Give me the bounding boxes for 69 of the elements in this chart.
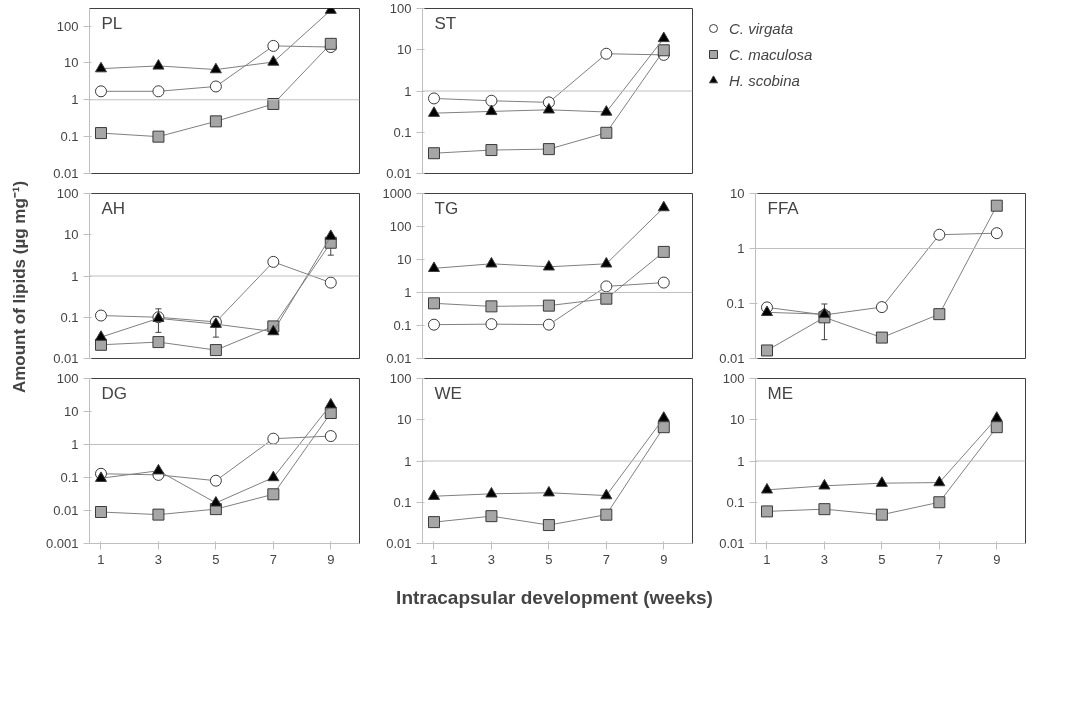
y-tick-label: 1000: [382, 186, 412, 201]
y-tick-label: 0.1: [393, 318, 412, 333]
y-tick-label: 0.1: [60, 129, 79, 145]
y-tick-label: 0.01: [53, 351, 79, 366]
y-tick-label: 10: [397, 412, 412, 428]
y-tick-label: 0.1: [726, 494, 745, 510]
x-tick-label: 3: [487, 551, 496, 567]
y-tick-label: 0.1: [393, 124, 412, 140]
chart-title: ST: [434, 13, 457, 33]
y-tick-label: 100: [722, 371, 745, 386]
x-tick-label: 5: [212, 551, 220, 567]
y-tick-label: 0.01: [386, 166, 412, 181]
y-tick-label: 0.1: [60, 309, 79, 325]
y-tick-label: 100: [56, 371, 79, 386]
x-tick-label: 9: [993, 551, 1001, 567]
y-tick-label: 100: [389, 1, 412, 16]
y-tick-label: 1: [737, 241, 745, 256]
x-tick-label: 7: [935, 551, 943, 567]
chart-title: DG: [101, 383, 127, 403]
y-tick-label: 1: [71, 437, 79, 452]
y-tick-label: 0.01: [719, 536, 745, 551]
x-tick-label: 9: [660, 551, 668, 567]
chart-title: TG: [434, 198, 459, 218]
y-tick-label: 1: [737, 453, 745, 469]
y-tick-label: 1: [71, 268, 79, 284]
x-tick-label: 5: [878, 551, 886, 567]
chart-title: AH: [101, 198, 126, 218]
y-tick-label: 10: [64, 227, 79, 243]
y-tick-label: 0.1: [60, 470, 79, 485]
x-tick-label: 7: [269, 551, 277, 567]
x-tick-label: 1: [430, 551, 438, 567]
x-tick-label: 5: [545, 551, 553, 567]
x-axis-title: Intracapsular development (weeks): [396, 587, 713, 609]
y-tick-label: 10: [64, 55, 79, 71]
x-tick-label: 1: [763, 551, 771, 567]
y-tick-label: 0.01: [53, 166, 79, 181]
y-tick-label: 10: [730, 412, 745, 428]
y-tick-label: 1: [404, 453, 412, 469]
chart-title: FFA: [767, 198, 800, 218]
x-tick-label: 3: [154, 551, 163, 567]
y-tick-label: 100: [56, 18, 79, 34]
chart-title: PL: [101, 13, 123, 33]
y-tick-label: 10: [397, 252, 412, 267]
y-tick-label: 1: [404, 83, 412, 99]
y-tick-label: 100: [389, 371, 412, 386]
y-axis-title: Amount of lipids (µg mg⁻¹): [9, 180, 29, 394]
y-tick-label: 100: [56, 186, 79, 201]
y-tick-label: 1: [404, 285, 412, 300]
y-tick-label: 0.01: [386, 536, 412, 551]
x-tick-label: 1: [97, 551, 105, 567]
y-tick-label: 10: [397, 42, 412, 58]
x-tick-label: 7: [602, 551, 610, 567]
y-tick-label: 0.01: [719, 351, 745, 366]
x-tick-label: 3: [820, 551, 829, 567]
y-tick-label: 0.1: [726, 296, 745, 311]
y-tick-label: 10: [730, 186, 745, 201]
legend-label: H. scobina: [729, 71, 800, 89]
y-tick-label: 10: [64, 404, 79, 419]
chart-title: WE: [434, 383, 462, 403]
y-tick-label: 0.01: [53, 503, 79, 518]
y-tick-label: 1: [71, 92, 79, 108]
y-tick-label: 0.1: [393, 494, 412, 510]
y-tick-label: 0.001: [45, 536, 79, 551]
legend-label: C. maculosa: [729, 45, 813, 63]
legend-label: C. virgata: [729, 19, 794, 37]
y-tick-label: 0.01: [386, 351, 412, 366]
x-tick-label: 9: [327, 551, 335, 567]
y-tick-label: 100: [389, 219, 412, 234]
chart-title: ME: [767, 383, 793, 403]
